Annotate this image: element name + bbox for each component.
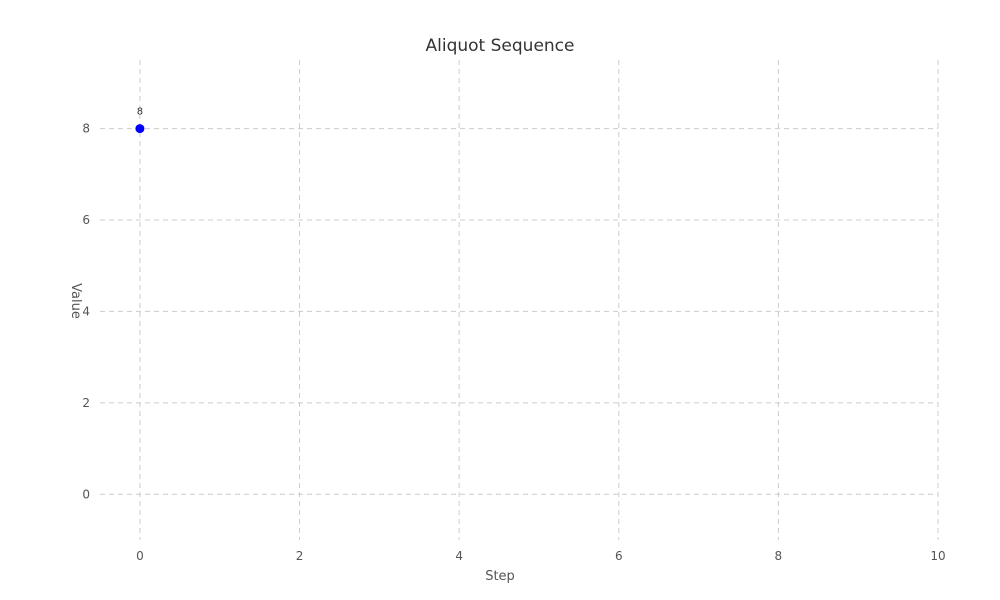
x-tick-label: 4 — [455, 549, 463, 563]
y-tick-label: 2 — [82, 396, 90, 410]
y-tick-label: 4 — [82, 304, 90, 318]
x-tick-label: 8 — [775, 549, 783, 563]
x-axis-label: Step — [485, 569, 515, 584]
x-tick-label: 6 — [615, 549, 623, 563]
data-point-label: 8 — [137, 107, 143, 118]
x-tick-label: 2 — [296, 549, 304, 563]
grid — [100, 60, 939, 540]
y-tick-label: 6 — [82, 213, 90, 227]
y-tick-label: 8 — [82, 122, 90, 136]
chart-title: Aliquot Sequence — [426, 36, 575, 56]
y-tick-label: 0 — [82, 487, 90, 501]
data-points: 8 — [135, 107, 145, 134]
x-tick-label: 10 — [930, 549, 945, 563]
y-axis-label: Value — [68, 283, 83, 319]
data-point — [135, 124, 145, 134]
x-tick-label: 0 — [136, 549, 144, 563]
ticks: 0 2 4 6 8 10 0 2 4 6 8 — [82, 122, 945, 563]
